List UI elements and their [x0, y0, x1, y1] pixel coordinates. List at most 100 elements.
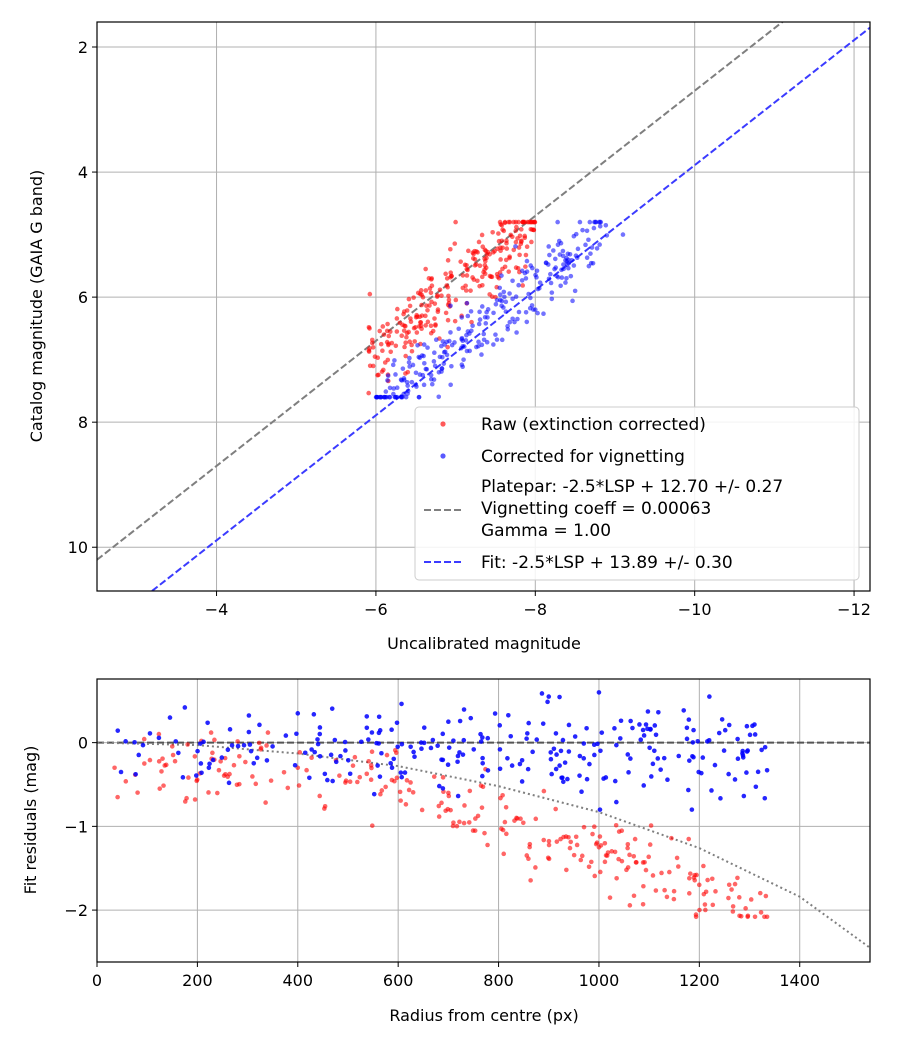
corrected-residual-point: [530, 749, 535, 755]
raw-point: [514, 224, 519, 230]
corrected-residual-point: [559, 775, 564, 781]
corrected-point: [400, 366, 406, 371]
raw-residual-point: [553, 806, 558, 812]
bottom-x-tick-label: 200: [182, 971, 213, 990]
corrected-point: [421, 342, 427, 347]
corrected-point: [513, 294, 519, 299]
corrected-point: [533, 272, 538, 278]
raw-point: [445, 284, 450, 290]
raw-point: [414, 312, 419, 318]
corrected-residual-point: [480, 735, 485, 740]
top-scatter-panel: −4 −6 −8 −10 −12 2 4 6 8 10 Uncalibrated magnitud…: [27, 21, 871, 653]
raw-residual-point: [368, 777, 374, 783]
corrected-residual-point: [546, 694, 552, 699]
corrected-residual-point: [312, 749, 318, 755]
raw-point: [515, 236, 520, 241]
raw-point: [499, 238, 505, 244]
raw-residual-point: [650, 873, 656, 878]
corrected-point: [516, 282, 521, 288]
corrected-residual-point: [577, 773, 582, 778]
corrected-residual-point: [581, 741, 587, 746]
corrected-residual-point: [750, 723, 755, 729]
raw-residual-point: [404, 778, 410, 783]
raw-residual-point: [633, 860, 639, 865]
raw-point: [384, 339, 390, 345]
corrected-residual-point: [744, 723, 750, 729]
corrected-residual-point: [612, 778, 618, 784]
corrected-residual-point: [517, 761, 523, 767]
raw-residual-point: [504, 831, 509, 837]
raw-residual-point: [384, 752, 390, 758]
top-x-tick-label: −8: [524, 600, 548, 619]
corrected-point: [499, 337, 505, 343]
raw-residual-point: [216, 767, 222, 773]
corrected-point: [393, 372, 398, 377]
corrected-residual-point: [229, 743, 235, 748]
corrected-residual-point: [251, 761, 257, 766]
bottom-x-tick-label: 0: [92, 971, 102, 990]
corrected-residual-point: [625, 752, 631, 757]
corrected-residual-point: [641, 733, 647, 738]
corrected-point: [401, 391, 406, 397]
raw-point: [409, 348, 415, 354]
corrected-residual-point: [315, 737, 320, 742]
corrected-residual-point: [584, 725, 589, 731]
corrected-point: [474, 344, 479, 350]
corrected-residual-point: [649, 774, 654, 779]
corrected-residual-point: [485, 735, 491, 741]
corrected-point: [530, 265, 535, 271]
raw-residual-point: [686, 891, 692, 896]
raw-residual-point: [350, 763, 356, 768]
corrected-residual-point: [645, 726, 650, 732]
raw-point: [464, 273, 470, 278]
raw-residual-point: [431, 774, 437, 779]
corrected-point: [586, 263, 592, 269]
corrected-residual-point: [371, 791, 377, 797]
raw-residual-point: [206, 790, 211, 795]
corrected-residual-point: [641, 783, 647, 788]
corrected-residual-point: [539, 691, 545, 696]
raw-residual-point: [697, 907, 702, 913]
corrected-point: [588, 251, 593, 256]
raw-residual-point: [586, 864, 592, 870]
raw-point: [522, 219, 527, 225]
corrected-residual-point: [207, 761, 212, 767]
corrected-residual-point: [695, 738, 701, 744]
raw-residual-point: [726, 882, 732, 888]
corrected-residual-point: [440, 731, 446, 737]
raw-residual-point: [501, 851, 507, 857]
corrected-point: [597, 223, 603, 229]
raw-point: [423, 266, 428, 272]
raw-residual-point: [123, 779, 129, 784]
corrected-point: [491, 310, 496, 316]
raw-point: [470, 256, 476, 261]
raw-point: [523, 252, 529, 258]
raw-residual-point: [616, 856, 621, 862]
raw-residual-point: [664, 894, 670, 900]
corrected-residual-point: [307, 775, 312, 781]
corrected-residual-point: [358, 739, 364, 745]
corrected-residual-point: [132, 739, 137, 745]
raw-point: [406, 329, 411, 335]
raw-point: [491, 250, 496, 255]
corrected-residual-point: [419, 746, 424, 752]
corrected-residual-point: [198, 761, 204, 766]
corrected-residual-point: [379, 750, 384, 756]
corrected-point: [499, 273, 504, 278]
corrected-point: [379, 394, 384, 400]
corrected-residual-point: [557, 694, 562, 700]
raw-point: [463, 288, 469, 293]
raw-residual-point: [726, 895, 731, 901]
corrected-point: [406, 360, 412, 365]
corrected-residual-point: [446, 745, 452, 750]
raw-residual-point: [256, 740, 262, 746]
corrected-residual-point: [210, 757, 216, 763]
corrected-point: [586, 237, 591, 243]
raw-residual-point: [710, 902, 716, 908]
raw-point: [443, 271, 448, 277]
corrected-point: [596, 219, 602, 225]
corrected-residual-point: [581, 756, 587, 761]
corrected-point: [583, 242, 588, 248]
corrected-residual-point: [553, 766, 559, 772]
raw-residual-point: [454, 823, 460, 829]
